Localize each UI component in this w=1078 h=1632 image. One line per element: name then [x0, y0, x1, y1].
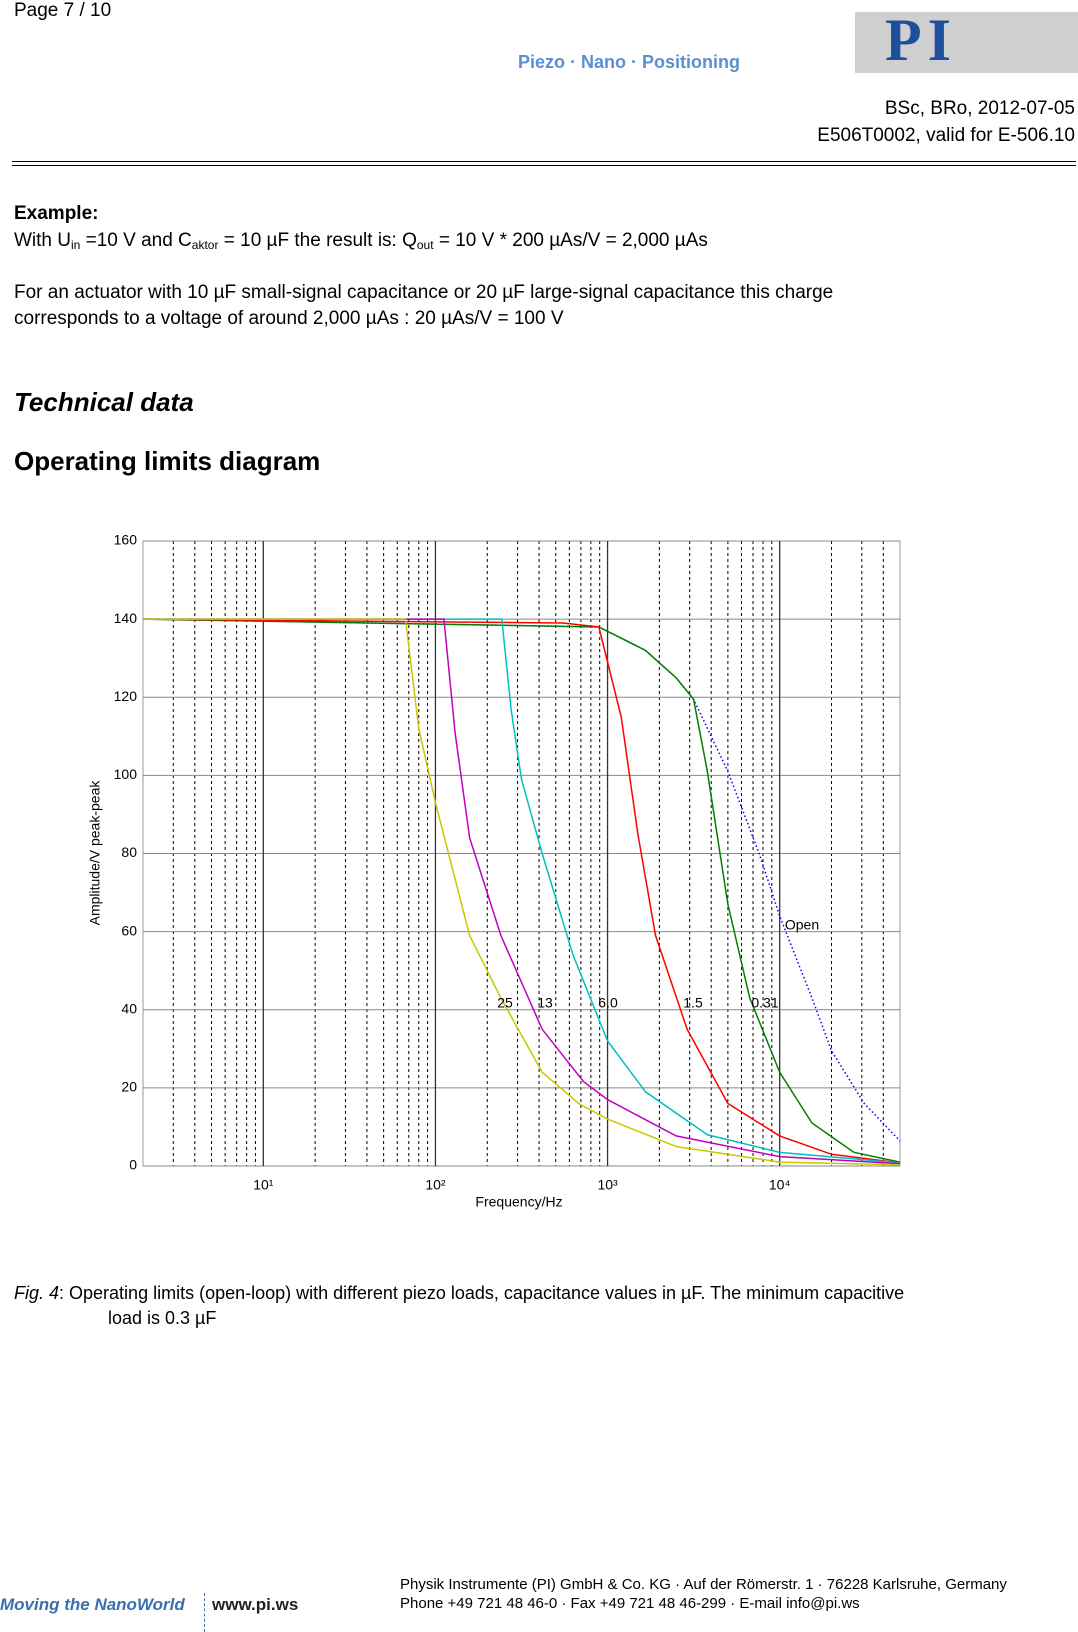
page-number: Page 7 / 10 — [14, 0, 112, 21]
curve-label: 0.31 — [751, 995, 778, 1011]
header-document: E506T0002, valid for E-506.10 — [817, 125, 1075, 146]
y-tick-label: 120 — [114, 688, 138, 704]
paragraph-line: corresponds to a voltage of around 2,000… — [14, 308, 564, 329]
footer-contact: Phone +49 721 48 46-0 · Fax +49 721 48 4… — [400, 1595, 860, 1612]
caption-label: Fig. 4 — [14, 1283, 60, 1303]
caption-text: : Operating limits (open-loop) with diff… — [59, 1283, 905, 1303]
subscript: in — [71, 238, 81, 252]
series-line — [142, 618, 901, 1163]
subscript: aktor — [191, 238, 219, 252]
subsection-title: Operating limits diagram — [14, 446, 321, 476]
x-axis-label: Frequency/Hz — [475, 1194, 562, 1210]
y-tick-label: 20 — [121, 1079, 137, 1095]
formula-text: With U — [14, 230, 71, 251]
curve-label: Open — [785, 917, 819, 933]
header-authors: BSc, BRo, 2012-07-05 — [884, 98, 1075, 119]
x-tick-label: 10² — [425, 1177, 446, 1193]
chart: 0 20 40 60 80 100 120 140 160 10¹ 10² 10³ 10⁴ Frequen… — [87, 532, 901, 1210]
y-tick-label: 140 — [114, 610, 138, 626]
y-axis-label: Amplitude/V peak-peak — [87, 780, 103, 926]
header-rule — [12, 161, 1076, 166]
curve-label: 6.0 — [598, 995, 618, 1011]
section-title: Technical data — [14, 387, 194, 417]
series-line — [142, 618, 901, 1164]
y-tick-label: 100 — [114, 766, 138, 782]
footer-url: www.pi.ws — [212, 1595, 299, 1614]
formula-text: =10 V and C — [80, 230, 192, 251]
footer-divider — [204, 1593, 206, 1632]
footer-address: Physik Instrumente (PI) GmbH & Co. KG · … — [400, 1576, 1007, 1593]
logo-tagline: Piezo · Nano · Positioning — [518, 52, 740, 72]
example-formula: With Uin =10 V and Caktor = 10 µF the re… — [14, 230, 708, 256]
series-line — [143, 618, 901, 1166]
x-tick-label: 10¹ — [253, 1177, 274, 1193]
logo-mark: PI — [885, 7, 957, 73]
footer-logo: Moving the NanoWorld — [0, 1595, 185, 1614]
series-line — [143, 618, 901, 1165]
curve-label: 25 — [497, 995, 513, 1011]
y-tick-label: 40 — [121, 1000, 137, 1016]
y-tick-label: 160 — [114, 532, 138, 548]
curve-label: 1.5 — [683, 995, 703, 1011]
series-line — [142, 618, 901, 1142]
y-tick-label: 80 — [121, 844, 137, 860]
caption-text: load is 0.3 µF — [108, 1308, 217, 1328]
paragraph-line: For an actuator with 10 µF small-signal … — [14, 282, 834, 303]
example-heading: Example: — [14, 203, 99, 224]
y-tick-label: 0 — [129, 1157, 137, 1173]
curve-label: 13 — [537, 995, 553, 1011]
logo-box — [855, 12, 1078, 73]
formula-text: = 10 V * 200 µAs/V = 2,000 µAs — [433, 230, 708, 251]
x-tick-label: 10⁴ — [769, 1177, 791, 1193]
x-tick-label: 10³ — [597, 1177, 618, 1193]
caption: Fig. 4: Operating limits (open-loop) wit… — [14, 1282, 904, 1304]
y-tick-label: 60 — [121, 922, 137, 938]
subscript: out — [416, 238, 434, 252]
series-line — [143, 618, 901, 1164]
formula-text: = 10 µF the result is: Q — [218, 230, 417, 251]
